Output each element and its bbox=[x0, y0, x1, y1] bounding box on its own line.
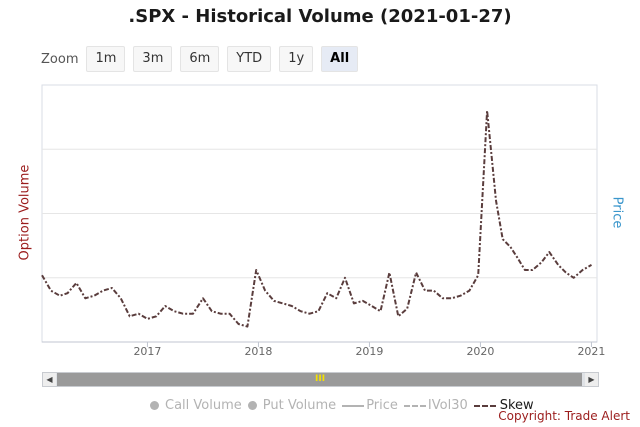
legend-label: IVol30 bbox=[427, 398, 468, 413]
legend-label: Call Volume bbox=[165, 398, 242, 413]
circle-icon bbox=[247, 401, 257, 410]
line-icon bbox=[342, 404, 365, 407]
legend-label: Put Volume bbox=[262, 398, 337, 413]
x-tick-label: 2018 bbox=[244, 345, 272, 358]
legend-call-volume[interactable]: Call Volume bbox=[150, 398, 242, 413]
zoom-6m-button[interactable]: 6m bbox=[180, 46, 220, 72]
scroll-left-arrow-icon[interactable]: ◀ bbox=[43, 373, 56, 386]
grid-lines bbox=[41, 84, 598, 343]
zoom-1m-button[interactable]: 1m bbox=[86, 46, 126, 72]
navigator-scrollbar[interactable]: ◀ III ▶ bbox=[42, 372, 599, 387]
zoom-ytd-button[interactable]: YTD bbox=[227, 46, 272, 72]
x-tick-label: 2017 bbox=[133, 345, 161, 358]
dash-line-icon bbox=[403, 404, 426, 407]
x-tick-label: 2019 bbox=[355, 345, 383, 358]
dash-line-icon bbox=[473, 404, 496, 407]
legend-ivol30[interactable]: IVol30 bbox=[403, 398, 468, 413]
grip-icon: III bbox=[315, 374, 326, 384]
legend-skew[interactable]: Skew bbox=[473, 398, 534, 413]
legend-label: Skew bbox=[499, 398, 534, 413]
zoom-3m-button[interactable]: 3m bbox=[133, 46, 173, 72]
zoom-1y-button[interactable]: 1y bbox=[279, 46, 314, 72]
legend-put-volume[interactable]: Put Volume bbox=[247, 398, 337, 413]
chart-title: .SPX - Historical Volume (2021-01-27) bbox=[128, 6, 512, 27]
scroll-right-arrow-icon[interactable]: ▶ bbox=[585, 373, 598, 386]
x-tick-label: 2021 bbox=[577, 345, 605, 358]
zoom-label: Zoom bbox=[41, 51, 79, 67]
series-layer bbox=[41, 109, 592, 328]
circle-icon bbox=[150, 401, 159, 410]
y-axis-left-label: Option Volume bbox=[17, 164, 33, 261]
scrollbar-thumb[interactable]: III bbox=[57, 373, 582, 386]
x-tick-label: 2020 bbox=[466, 345, 494, 358]
zoom-bar: Zoom 1m 3m 6m YTD 1y All bbox=[41, 46, 366, 72]
x-axis: 2017 2018 2019 2020 2021 bbox=[42, 341, 605, 358]
legend: Call Volume Put Volume Price IVol30 Skew bbox=[150, 398, 540, 413]
legend-label: Price bbox=[366, 398, 398, 413]
series-line-skew bbox=[41, 109, 592, 328]
copyright-text: Copyright: Trade Alert bbox=[498, 409, 630, 423]
y-axis-right-label: Price bbox=[609, 196, 625, 229]
legend-price[interactable]: Price bbox=[342, 398, 398, 413]
zoom-all-button[interactable]: All bbox=[321, 46, 359, 72]
